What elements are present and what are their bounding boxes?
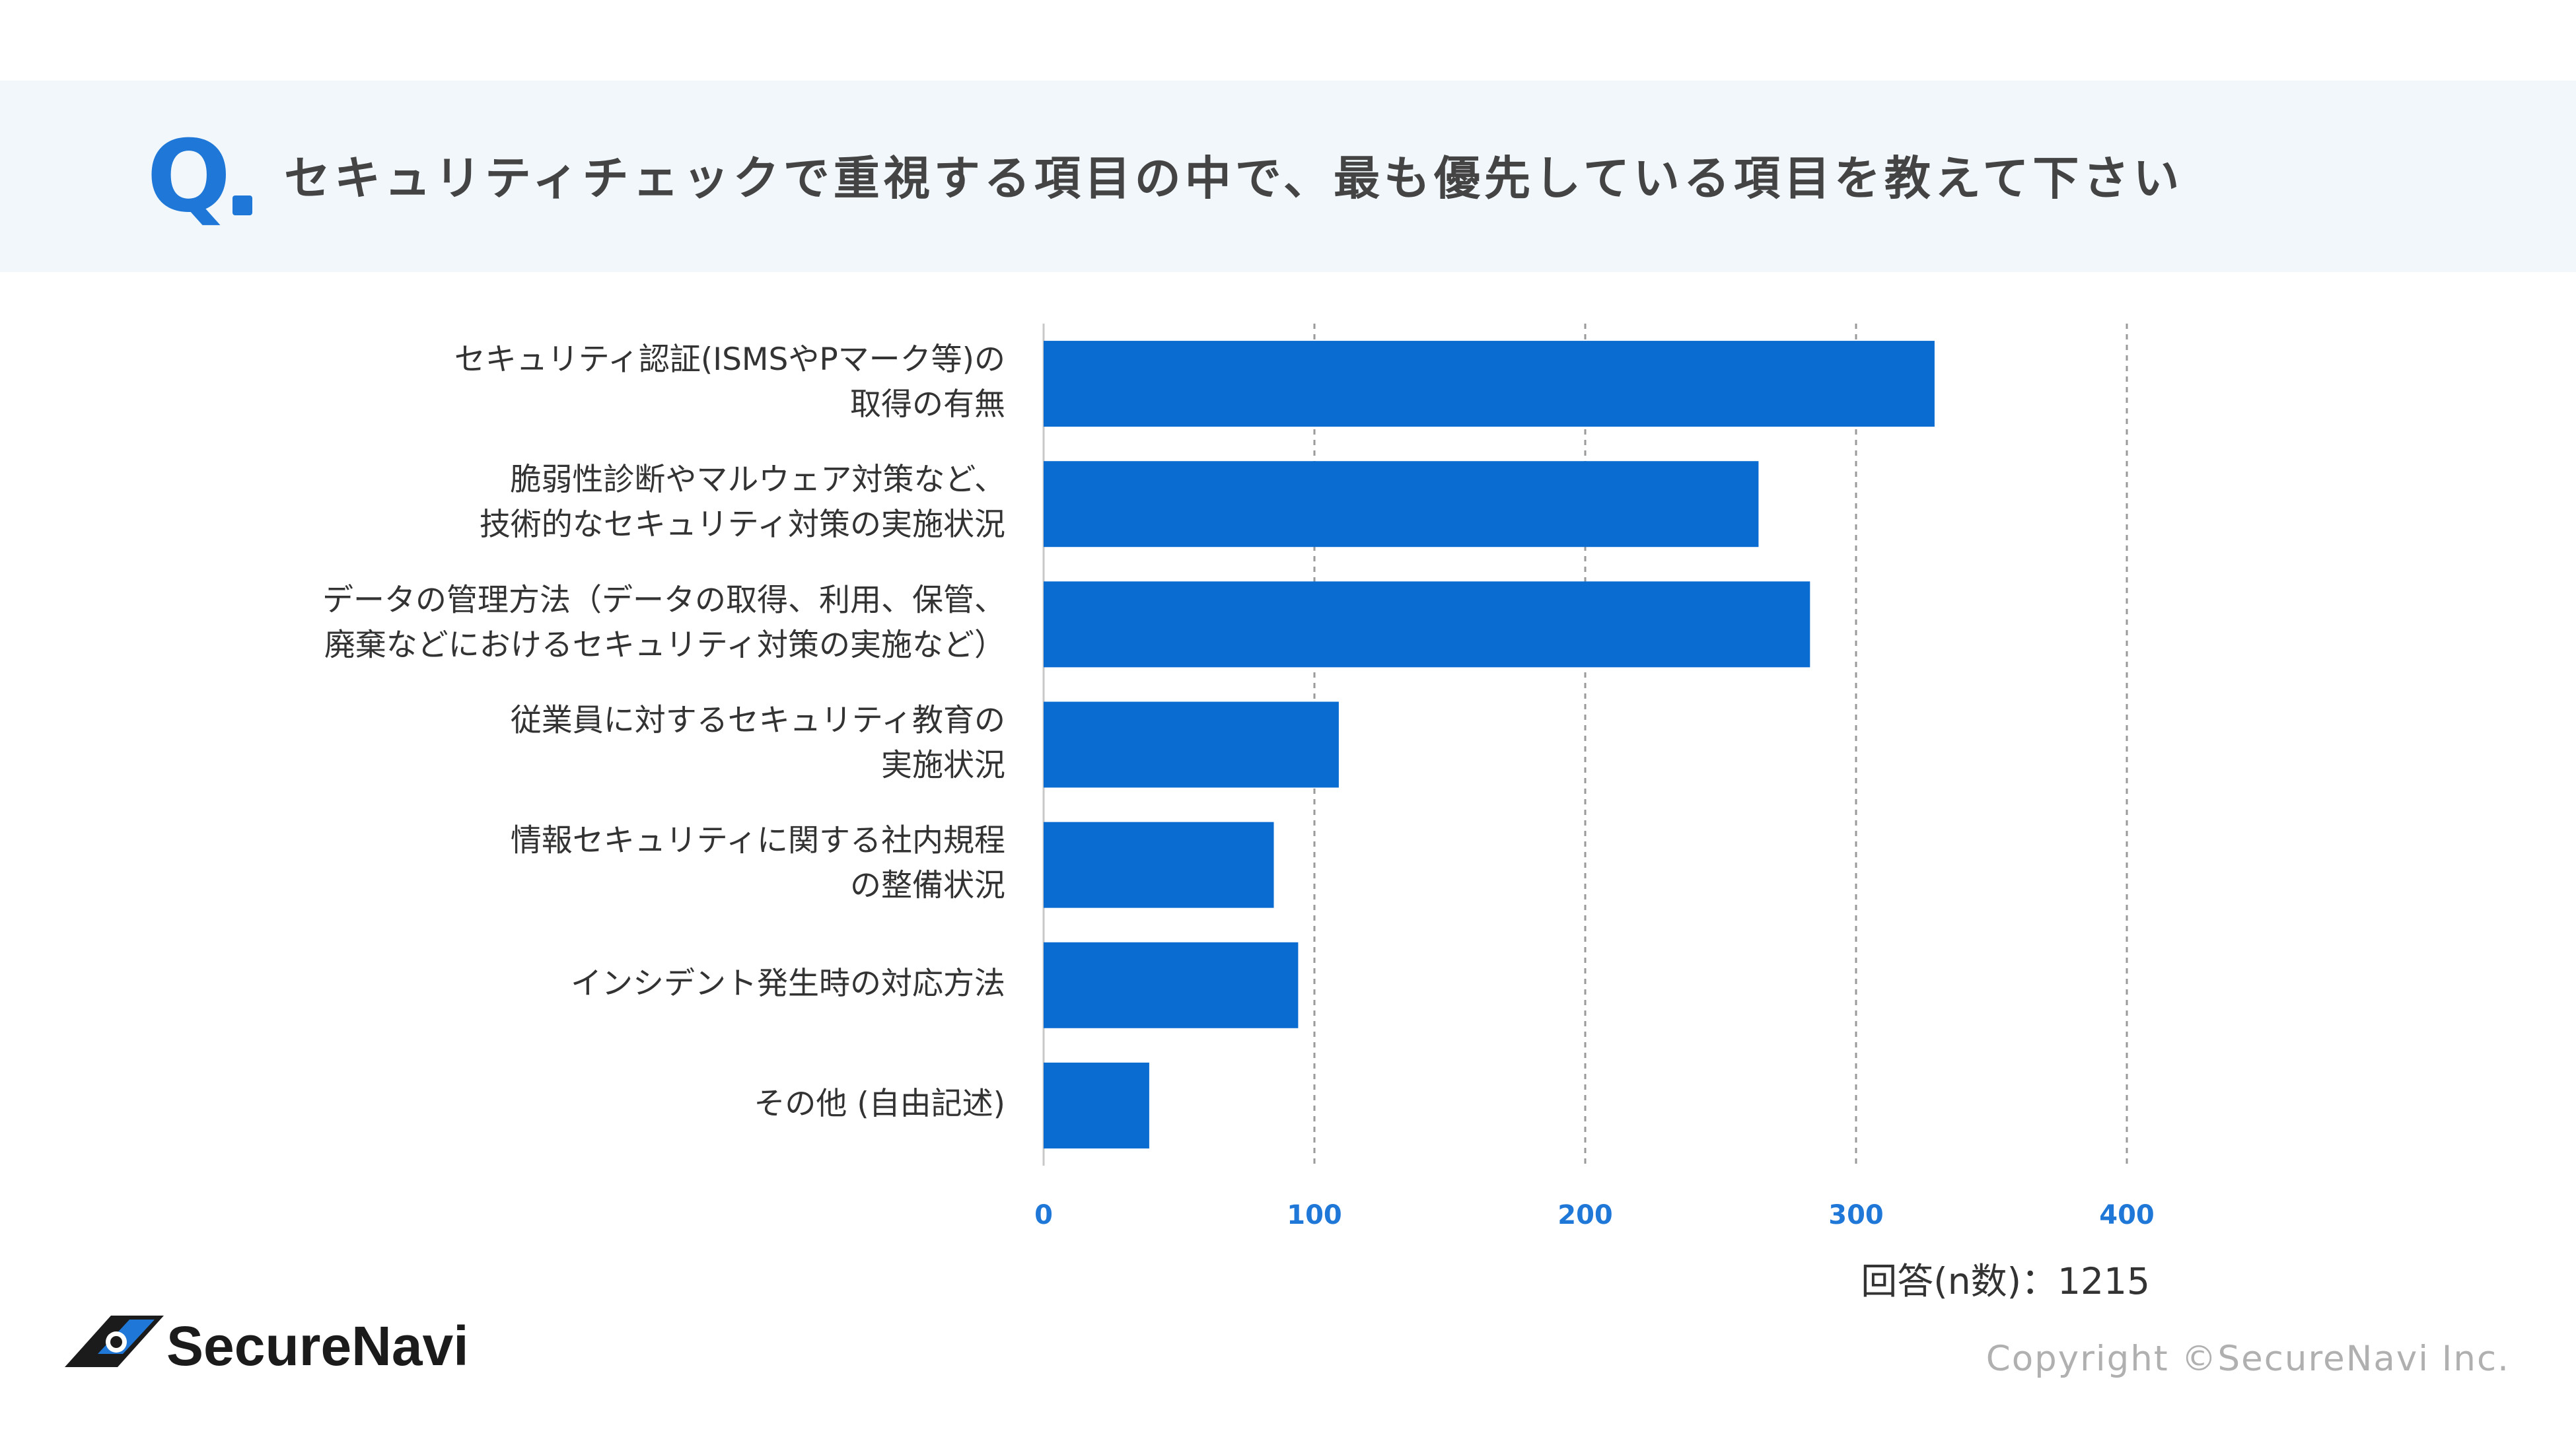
x-tick-label-200: 200	[1557, 1200, 1613, 1230]
category-label-5: インシデント発生時の対応方法	[571, 965, 1005, 1001]
bar-0	[1044, 341, 1935, 427]
category-label-1-line-0: 脆弱性診断やマルウェア対策など、	[510, 462, 1005, 498]
category-label-0-line-1: 取得の有無	[850, 386, 1005, 423]
bar-2	[1044, 581, 1810, 668]
category-label-2-line-0: データの管理方法（データの取得、利用、保管、	[322, 582, 1005, 618]
category-label-3-line-1: 実施状況	[881, 747, 1005, 783]
category-label-4-line-0: 情報セキュリティに関する社内規程	[511, 822, 1005, 859]
category-label-6-line-0: その他 (自由記述)	[754, 1085, 1005, 1121]
logo-wordmark: SecureNavi	[166, 1315, 469, 1377]
response-count: 回答(n数)：1215	[1861, 1260, 2150, 1302]
bar-1	[1044, 461, 1759, 548]
bar-5	[1044, 942, 1299, 1028]
category-label-2: データの管理方法（データの取得、利用、保管、廃棄などにおけるセキュリティ対策の実…	[322, 582, 1005, 663]
category-label-1: 脆弱性診断やマルウェア対策など、技術的なセキュリティ対策の実施状況	[480, 462, 1005, 543]
x-tick-label-100: 100	[1287, 1200, 1342, 1230]
category-label-6: その他 (自由記述)	[754, 1085, 1005, 1121]
category-label-1-line-1: 技術的なセキュリティ対策の実施状況	[480, 507, 1005, 543]
x-tick-label-300: 300	[1828, 1200, 1884, 1230]
category-label-4-line-1: の整備状況	[850, 867, 1005, 903]
bar-4	[1044, 822, 1274, 908]
x-tick-label-400: 400	[2099, 1200, 2155, 1230]
question-title: セキュリティチェックで重視する項目の中で、最も優先している項目を教えて下さい	[284, 151, 2184, 205]
category-label-0-line-0: セキュリティ認証(ISMSやPマーク等)の	[454, 341, 1005, 378]
question-mark: Q	[147, 120, 231, 234]
category-label-0: セキュリティ認証(ISMSやPマーク等)の取得の有無	[454, 341, 1005, 423]
category-label-3-line-0: 従業員に対するセキュリティ教育の	[511, 702, 1005, 738]
category-label-4: 情報セキュリティに関する社内規程の整備状況	[511, 822, 1005, 903]
x-tick-label-0: 0	[1034, 1200, 1053, 1230]
category-label-5-line-0: インシデント発生時の対応方法	[571, 965, 1005, 1001]
securenavi-logo-icon	[65, 1316, 164, 1367]
header-band	[0, 81, 2576, 272]
copyright: Copyright ©SecureNavi Inc.	[1986, 1339, 2510, 1379]
category-label-3: 従業員に対するセキュリティ教育の実施状況	[511, 702, 1005, 783]
bar-6	[1044, 1062, 1149, 1149]
bar-3	[1044, 701, 1339, 788]
category-label-2-line-1: 廃棄などにおけるセキュリティ対策の実施など）	[324, 627, 1005, 663]
question-mark-dot	[233, 195, 252, 215]
